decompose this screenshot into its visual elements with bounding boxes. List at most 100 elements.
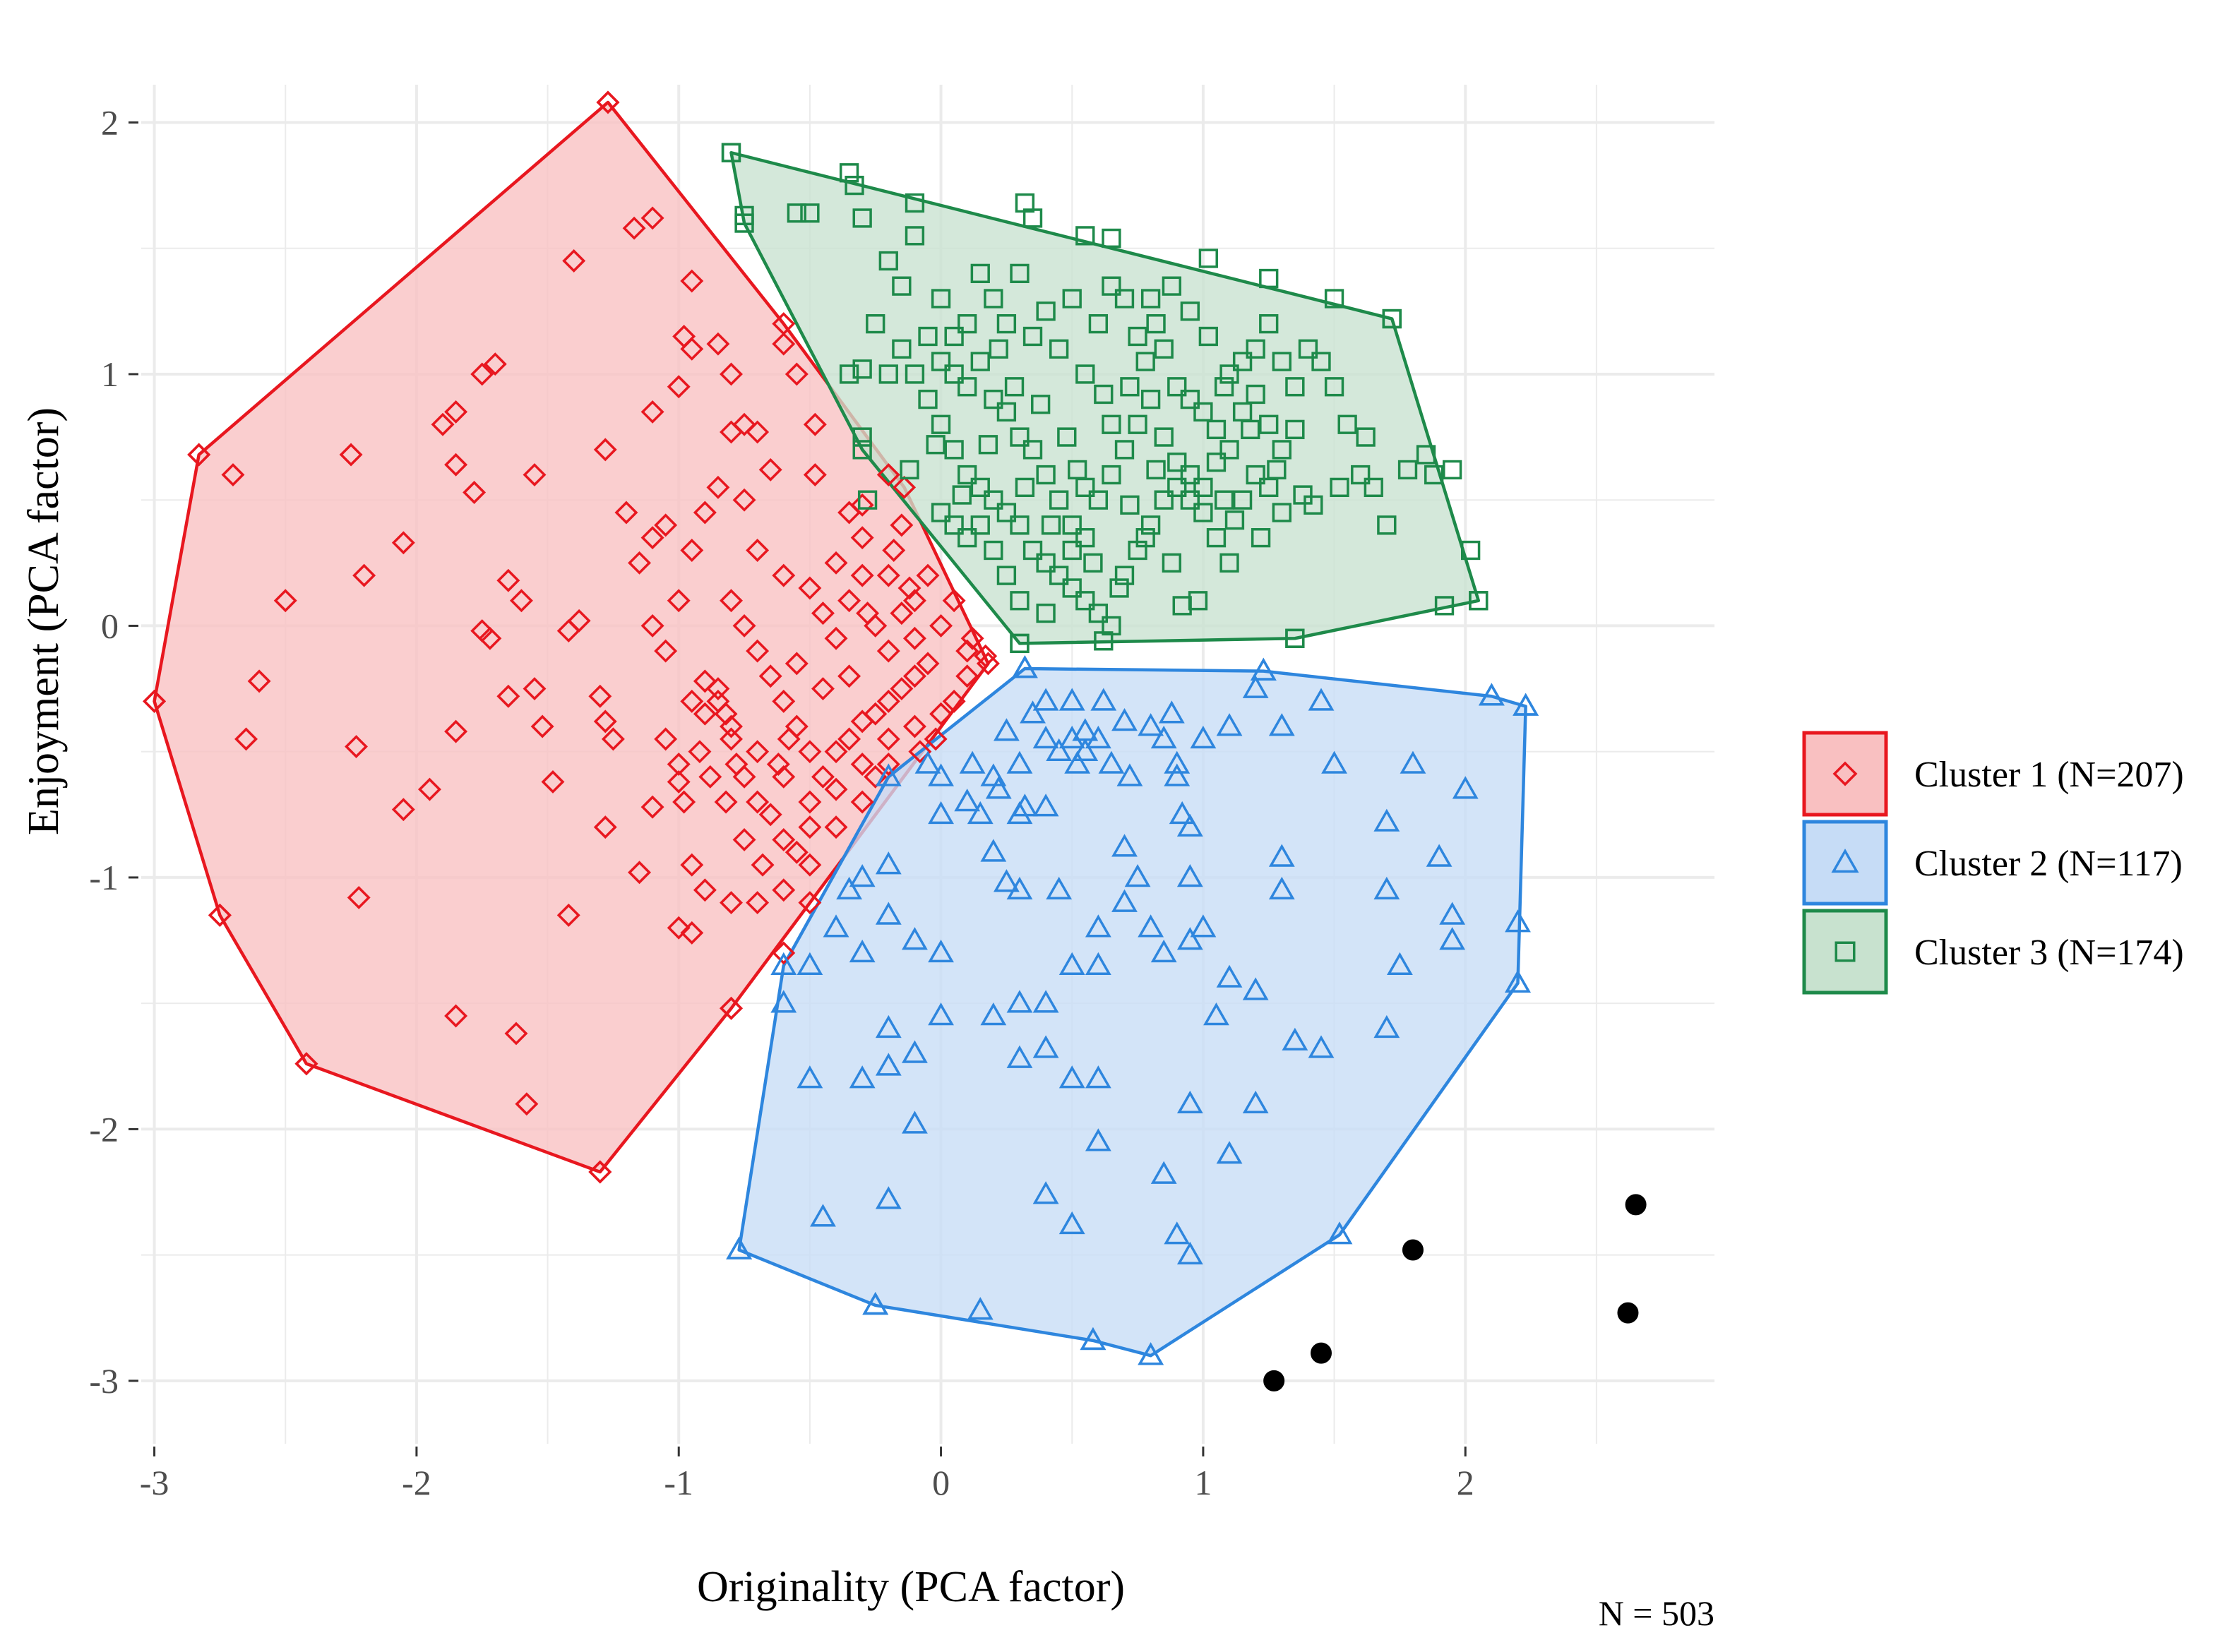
data-point-triangle (1111, 834, 1138, 857)
data-point-diamond (876, 689, 900, 713)
data-point-outlier (1311, 1342, 1332, 1364)
data-point-triangle (902, 1040, 928, 1063)
data-point-diamond (593, 815, 617, 839)
data-point-diamond (628, 861, 652, 885)
data-point-triangle (849, 939, 876, 963)
data-point-triangle (1058, 1065, 1085, 1089)
data-point-square (1259, 314, 1279, 334)
cluster-hull-2 (737, 666, 1527, 1358)
legend-label: Cluster 2 (N=117) (1914, 844, 2183, 884)
data-point-diamond (541, 770, 565, 794)
data-point-diamond (693, 669, 717, 693)
data-point-square (1424, 465, 1444, 485)
data-point-square (787, 203, 806, 223)
data-point-triangle (1452, 776, 1479, 799)
data-point-square (1167, 377, 1187, 397)
data-point-triangle (1032, 990, 1059, 1013)
data-point-diamond (798, 853, 822, 877)
data-point-triangle (1321, 750, 1347, 774)
data-point-diamond (772, 563, 796, 587)
data-point-triangle (1138, 713, 1164, 736)
data-point-square (1120, 377, 1140, 397)
data-point-square (857, 490, 878, 510)
data-point-square (1114, 565, 1135, 585)
data-point-diamond (798, 740, 822, 764)
data-point-square (1469, 591, 1489, 611)
data-point-diamond (811, 677, 835, 701)
data-point-square (1193, 402, 1213, 422)
data-point-square (1036, 465, 1056, 485)
data-point-square (1198, 249, 1218, 268)
data-point-triangle (1216, 1141, 1243, 1164)
data-point-square (944, 440, 964, 460)
data-point-square (970, 352, 990, 371)
data-point-triangle (1058, 725, 1085, 749)
data-point-square (1382, 309, 1402, 329)
data-point-diamond (391, 531, 415, 555)
data-point-triangle (1116, 763, 1143, 786)
data-point-square (1140, 389, 1161, 409)
data-point-square (918, 326, 938, 347)
data-point-triangle (1190, 725, 1217, 749)
data-point-square (1022, 208, 1043, 228)
data-point-diamond (720, 891, 743, 915)
data-point-diamond (391, 798, 415, 822)
data-point-square (1102, 616, 1121, 636)
data-point-square (1146, 460, 1166, 480)
data-point-triangle (1216, 713, 1243, 736)
cluster-hulls (153, 100, 1527, 1358)
data-point-square (1351, 465, 1371, 485)
data-point-triangle (967, 1297, 994, 1320)
data-point-diamond (974, 644, 998, 668)
data-point-square (900, 460, 919, 480)
data-point-diamond (824, 815, 848, 839)
data-point-triangle (1439, 927, 1466, 950)
data-point-square (1206, 419, 1227, 440)
data-point-diamond (916, 652, 940, 676)
data-point-square (1232, 352, 1253, 371)
data-point-triangle (810, 1204, 836, 1227)
data-point-square (1114, 289, 1135, 309)
data-point-diamond (478, 626, 502, 650)
data-point-triangle (1169, 801, 1195, 825)
data-point-triangle (1011, 655, 1038, 678)
data-point-triangle (1176, 1090, 1203, 1114)
data-point-diamond (824, 740, 848, 764)
data-point-diamond (772, 689, 796, 713)
data-point-square (1075, 591, 1095, 611)
data-point-square (1443, 460, 1462, 480)
data-point-square (1010, 263, 1030, 284)
data-point-square (839, 163, 859, 183)
data-point-triangle (1282, 1027, 1308, 1051)
data-point-square (944, 364, 964, 384)
data-point-diamond (680, 689, 704, 713)
data-point-diamond (850, 790, 874, 814)
data-point-square (958, 528, 977, 548)
data-point-square (970, 263, 990, 284)
data-point-diamond (864, 702, 888, 726)
data-point-square (944, 515, 964, 535)
data-point-diamond (772, 312, 796, 336)
data-point-diamond (698, 765, 722, 789)
data-point-square (984, 389, 1003, 409)
data-point-square (978, 435, 998, 455)
data-point-square (952, 485, 972, 505)
data-point-square (1180, 465, 1200, 485)
data-point-diamond (693, 501, 717, 525)
data-point-square (1397, 460, 1418, 480)
data-point-diamond (746, 639, 770, 663)
data-point-diamond (758, 457, 782, 481)
data-point-diamond (688, 740, 712, 764)
data-point-triangle (1085, 725, 1111, 749)
legend-key (1802, 909, 1888, 995)
data-point-diamond (758, 803, 782, 827)
data-point-diamond (732, 827, 756, 851)
data-point-square (1022, 540, 1043, 561)
data-point-triangle (1085, 914, 1111, 938)
data-point-triangle (862, 1292, 889, 1315)
data-point-square (852, 359, 872, 379)
data-point-square (1356, 427, 1376, 447)
data-point-square (996, 565, 1017, 585)
data-point-diamond (798, 891, 822, 915)
data-point-triangle (1006, 750, 1033, 774)
